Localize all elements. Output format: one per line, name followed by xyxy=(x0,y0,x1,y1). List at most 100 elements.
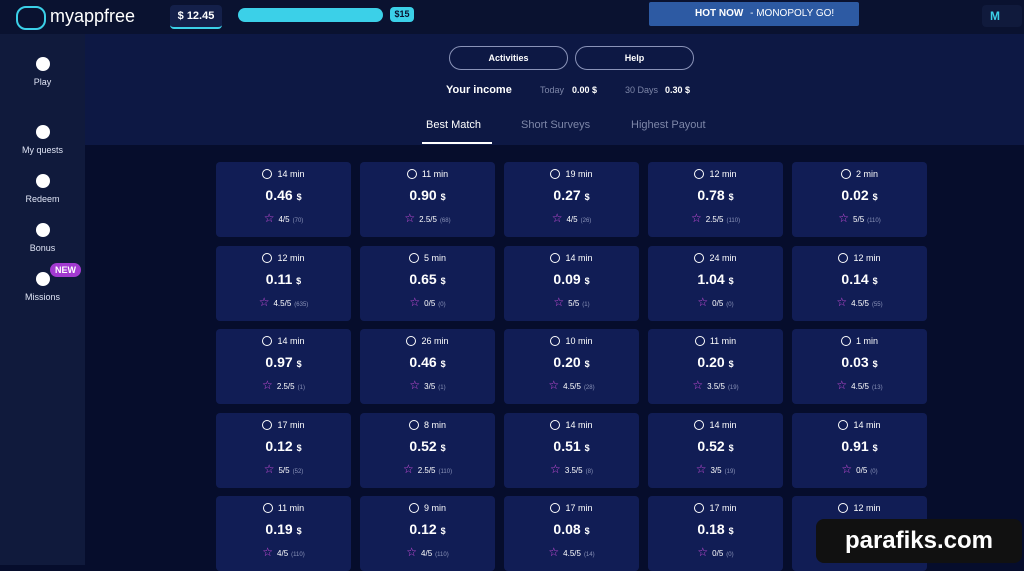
tab[interactable]: Best Match xyxy=(426,119,482,131)
survey-rating: 3/5(1) xyxy=(360,378,495,392)
nav-item[interactable]: Missions xyxy=(0,272,85,302)
survey-card[interactable]: 11 min 0.19 $ 4/5(110) xyxy=(216,496,351,571)
days-label: 30 Days xyxy=(625,85,659,95)
rating-count: (14) xyxy=(583,552,595,558)
rating-count: (52) xyxy=(292,468,304,475)
survey-card[interactable]: 14 min 0.09 $ 5/5(1) xyxy=(504,245,639,321)
survey-amount: 0.97 $ xyxy=(265,354,302,370)
currency: $ xyxy=(440,275,446,286)
survey-rating: 4.5/5(55) xyxy=(792,295,927,309)
survey-amount: 0.14 $ xyxy=(841,270,878,287)
survey-card[interactable]: 8 min 0.52 $ 2.5/5(110) xyxy=(360,412,495,488)
survey-card[interactable]: 1 min 0.03 $ 4.5/5(13) xyxy=(792,329,927,404)
survey-time: 10 min xyxy=(504,336,639,346)
survey-card[interactable]: 2 min 0.02 $ 5/5(110) xyxy=(792,162,927,237)
survey-amount: 0.20 $ xyxy=(697,354,734,370)
rating-count: (0) xyxy=(870,468,878,475)
survey-card[interactable]: 24 min 1.04 $ 0/5(0) xyxy=(648,245,783,321)
survey-card[interactable]: 17 min 0.08 $ 4.5/5(14) xyxy=(504,496,639,571)
currency: $ xyxy=(728,526,734,536)
survey-rating: 0/5(0) xyxy=(792,462,927,476)
survey-amount: 0.52 $ xyxy=(697,437,734,454)
survey-amount: 0.27 $ xyxy=(553,187,590,203)
survey-time: 14 min xyxy=(216,169,351,179)
currency: $ xyxy=(296,275,302,286)
nav-label: Missions xyxy=(24,292,60,302)
tab[interactable]: Highest Payout xyxy=(631,119,706,131)
survey-card[interactable]: 11 min 0.20 $ 3.5/5(19) xyxy=(648,329,783,404)
survey-card[interactable]: 9 min 0.12 $ 4/5(110) xyxy=(360,496,495,571)
new-badge: NEW xyxy=(50,263,81,277)
survey-card[interactable]: 17 min 0.18 $ 0/5(0) xyxy=(648,496,783,571)
nav-icon xyxy=(35,223,50,237)
nav-item[interactable]: Bonus xyxy=(0,223,85,253)
survey-rating: 4/5(110) xyxy=(216,545,351,559)
rating-count: (55) xyxy=(871,301,883,308)
tab[interactable]: Short Surveys xyxy=(521,119,591,131)
rating-count: (8) xyxy=(585,468,593,475)
activities-button[interactable]: Activities xyxy=(449,46,568,70)
nav-item[interactable]: My quests xyxy=(0,125,85,155)
survey-amount: 0.20 $ xyxy=(553,354,590,370)
rating-count: (70) xyxy=(292,218,304,224)
survey-time: 14 min xyxy=(504,420,639,430)
survey-card[interactable]: 12 min 0.14 $ 4.5/5(55) xyxy=(792,245,927,321)
survey-card[interactable]: 14 min 0.52 $ 3/5(19) xyxy=(648,412,783,488)
avatar[interactable]: M xyxy=(982,5,1022,27)
currency: $ xyxy=(584,275,590,286)
help-button[interactable]: Help xyxy=(575,46,694,70)
currency: $ xyxy=(728,442,734,453)
currency: $ xyxy=(440,442,446,453)
rating-count: (635) xyxy=(294,301,309,308)
income-label: Your income xyxy=(446,84,512,96)
sidebar xyxy=(0,34,85,565)
banner-text: - MONOPOLY GO! xyxy=(750,8,835,19)
rating-count: (13) xyxy=(871,385,883,391)
survey-rating: 4/5(110) xyxy=(360,545,495,559)
survey-time: 12 min xyxy=(648,169,783,179)
currency: $ xyxy=(728,359,734,369)
nav-item[interactable]: Play xyxy=(0,57,85,87)
survey-card[interactable]: 26 min 0.46 $ 3/5(1) xyxy=(360,329,495,404)
nav-icon xyxy=(35,272,50,286)
nav-item[interactable]: Redeem xyxy=(0,174,85,204)
survey-time: 12 min xyxy=(792,253,927,263)
survey-rating: 4/5(70) xyxy=(216,211,351,225)
survey-card[interactable]: 12 min 0.11 $ 4.5/5(635) xyxy=(216,245,351,321)
rating-count: (1) xyxy=(438,385,446,391)
logo-icon xyxy=(16,6,46,30)
rating-count: (26) xyxy=(580,218,592,224)
rating-count: (0) xyxy=(438,301,446,308)
survey-time: 19 min xyxy=(504,169,639,179)
rating-count: (0) xyxy=(726,552,734,558)
survey-card[interactable]: 11 min 0.90 $ 2.5/5(68) xyxy=(360,162,495,237)
survey-amount: 0.78 $ xyxy=(697,187,734,203)
survey-card[interactable]: 14 min 0.51 $ 3.5/5(8) xyxy=(504,412,639,488)
survey-amount: 0.52 $ xyxy=(409,437,446,454)
goal: $15 xyxy=(390,7,414,22)
survey-card[interactable]: 17 min 0.12 $ 5/5(52) xyxy=(216,412,351,488)
currency: $ xyxy=(728,275,734,286)
survey-time: 9 min xyxy=(360,503,495,513)
survey-card[interactable]: 5 min 0.65 $ 0/5(0) xyxy=(360,245,495,321)
survey-card[interactable]: 14 min 0.91 $ 0/5(0) xyxy=(792,412,927,488)
balance[interactable]: $ 12.45 xyxy=(170,5,222,29)
survey-card[interactable]: 14 min 0.46 $ 4/5(70) xyxy=(216,162,351,237)
survey-card[interactable]: 19 min 0.27 $ 4/5(26) xyxy=(504,162,639,237)
rating-count: (0) xyxy=(726,301,734,308)
currency: $ xyxy=(296,192,302,202)
logo[interactable]: myappfree xyxy=(50,6,136,26)
survey-card[interactable]: 14 min 0.97 $ 2.5/5(1) xyxy=(216,329,351,404)
nav-label: My quests xyxy=(21,145,63,155)
survey-card[interactable]: 12 min 0.78 $ 2.5/5(110) xyxy=(648,162,783,237)
banner[interactable]: HOT NOW - MONOPOLY GO! xyxy=(649,2,859,26)
currency: $ xyxy=(728,192,734,202)
currency: $ xyxy=(872,192,878,202)
survey-time: 12 min xyxy=(216,253,351,263)
survey-amount: 0.09 $ xyxy=(553,270,590,287)
survey-time: 8 min xyxy=(360,420,495,430)
currency: $ xyxy=(440,359,446,369)
survey-amount: 0.46 $ xyxy=(265,187,302,203)
top-panel xyxy=(85,34,1024,145)
survey-card[interactable]: 10 min 0.20 $ 4.5/5(28) xyxy=(504,329,639,404)
